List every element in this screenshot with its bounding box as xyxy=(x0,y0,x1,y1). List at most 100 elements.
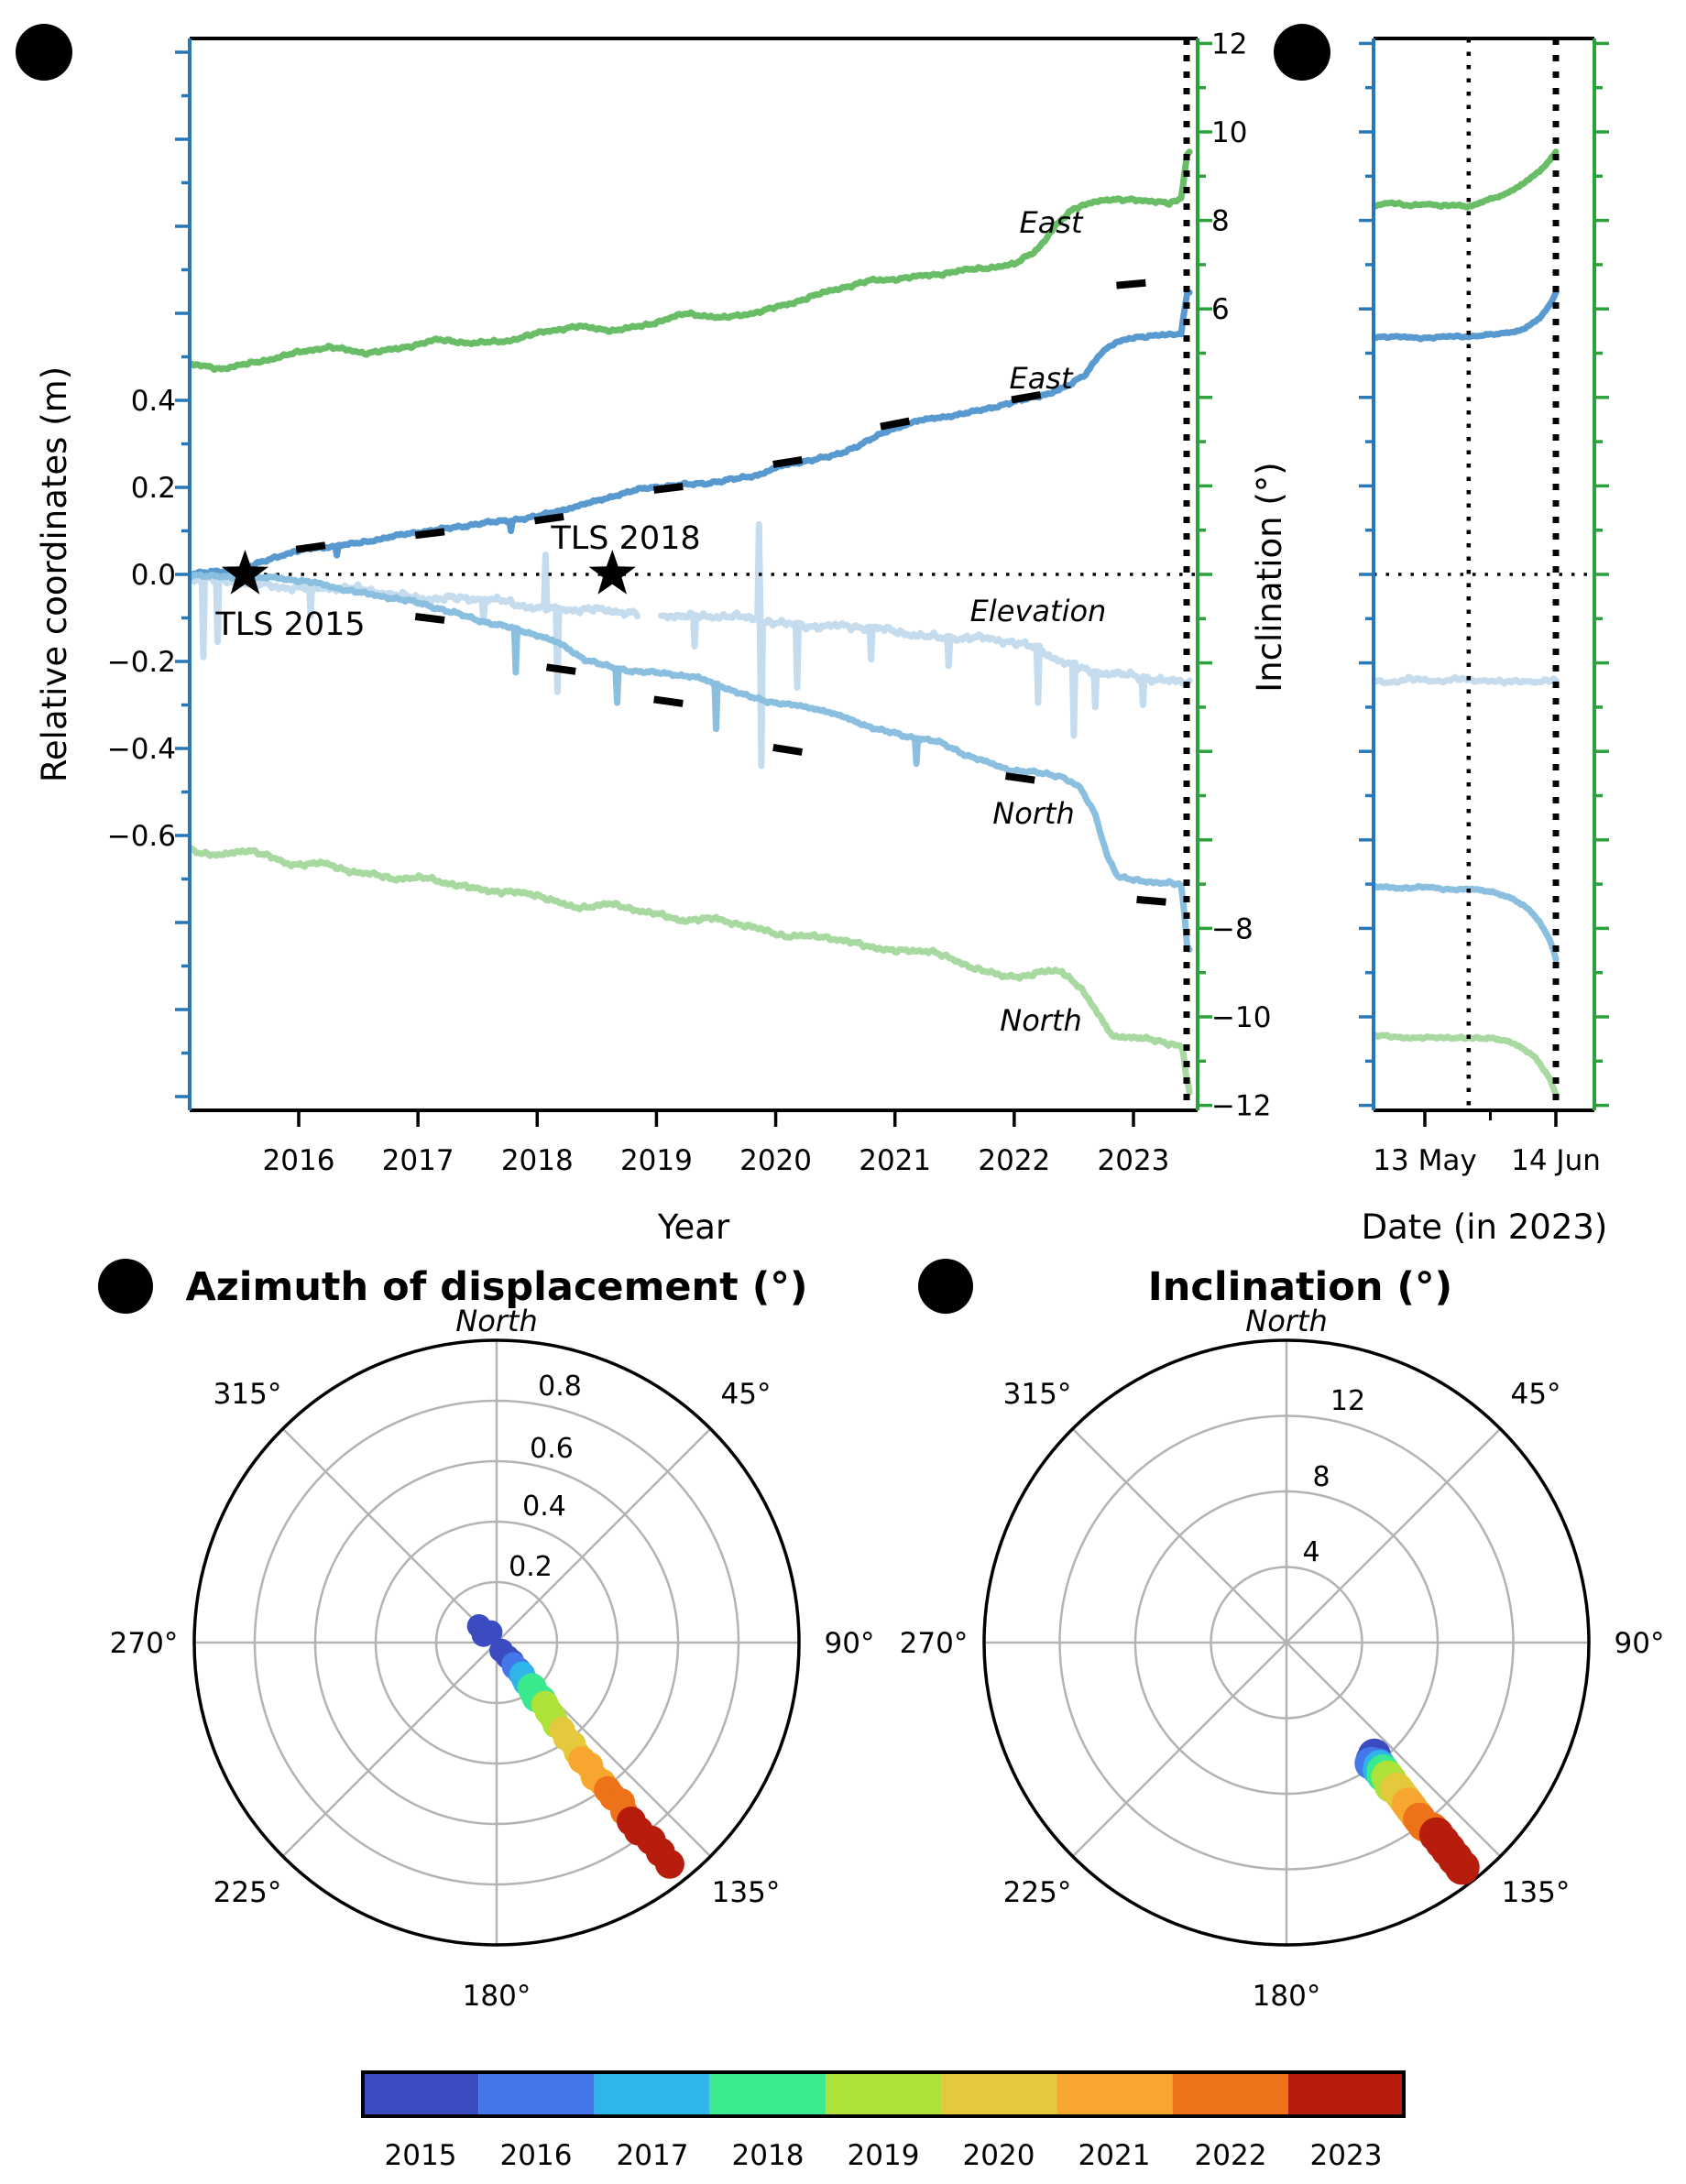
colorbar-cell-2021 xyxy=(1056,2072,1173,2116)
panel-c-title: Azimuth of displacement (°) xyxy=(185,1264,807,1310)
x-tick-label: 2020 xyxy=(739,1144,812,1177)
polar-radius-label: 0.8 xyxy=(538,1370,582,1403)
panel-c-azimuth-polar: 45° 90° 135° 180° 225° 270° 315° 0.2 0.4 0.6 0.8 c… xyxy=(98,1259,874,2013)
colorbar-cell-2023 xyxy=(1287,2072,1404,2116)
tls-trend-dash xyxy=(545,663,576,675)
label-east-inclination: East xyxy=(1019,205,1084,240)
polar-data-point-2015 xyxy=(478,1620,503,1644)
polar-angle-label: 315° xyxy=(1003,1378,1072,1411)
colorbar-cell-2018 xyxy=(709,2072,826,2116)
colorbar-year-label: 2017 xyxy=(617,2139,689,2172)
series-north xyxy=(190,571,1193,953)
panel-c-badge: c xyxy=(115,1267,137,1309)
series-east-inclination xyxy=(190,148,1193,373)
polar-ring xyxy=(253,1399,740,1886)
polar-radius-label: 0.4 xyxy=(522,1491,566,1523)
x-tick-label: 2017 xyxy=(382,1144,454,1177)
tls-star-marker xyxy=(221,550,269,595)
series-b-elevation xyxy=(1374,673,1560,687)
polar-angle-label: 270° xyxy=(110,1627,179,1660)
y-right-tick-label: 6 xyxy=(1211,293,1230,326)
tls-trend-dash xyxy=(1011,390,1042,404)
x-tick-label: 2019 xyxy=(620,1144,693,1177)
tls-star-marker xyxy=(588,550,636,595)
x-tick-label: 2018 xyxy=(501,1144,574,1177)
panel-d-title: Inclination (°) xyxy=(1148,1264,1452,1310)
y-right-tick-label: 10 xyxy=(1211,116,1247,149)
polar-radius-label: 4 xyxy=(1302,1536,1319,1568)
y-left-tick-label: 0.0 xyxy=(131,559,176,592)
colorbar-cell-2019 xyxy=(825,2072,942,2116)
y-left-tick-label: −0.2 xyxy=(107,646,176,679)
colorbar-cell-2015 xyxy=(363,2072,479,2116)
x-tick-label: 2022 xyxy=(978,1144,1050,1177)
tls-trend-dash xyxy=(653,483,684,494)
tls-trend-dash xyxy=(295,541,326,553)
tls-trend-dash xyxy=(880,417,911,431)
label-north: North xyxy=(992,796,1075,831)
label-east: East xyxy=(1009,361,1074,396)
polar-radius-label: 0.2 xyxy=(509,1551,553,1583)
panel-d-north-label: North xyxy=(1245,1304,1328,1338)
panel-d-inclination-polar: 45° 90° 135° 180° 225° 270° 315° 4 8 12 d Inclina… xyxy=(900,1259,1664,2013)
series-b-north-inclination xyxy=(1374,1031,1560,1097)
polar-angle-label: 45° xyxy=(721,1378,772,1411)
tls-trend-dash xyxy=(414,528,445,540)
panel-d-badge: d xyxy=(933,1267,959,1309)
panel-c-badge-circle xyxy=(98,1259,153,1314)
label-elevation: Elevation xyxy=(970,594,1107,628)
x-tick-label: 2023 xyxy=(1098,1144,1170,1177)
b-x-tick-label: 14 Jun xyxy=(1511,1144,1601,1177)
panel-d-badge-circle xyxy=(918,1259,973,1314)
series-b-east-inclination xyxy=(1374,148,1560,211)
polar-spoke xyxy=(281,1642,498,1858)
tls-trend-dash xyxy=(772,455,804,468)
y-right-tick-label: 8 xyxy=(1211,205,1230,238)
polar-radius-label: 0.6 xyxy=(530,1433,574,1465)
y-left-tick-label: −0.4 xyxy=(107,733,176,766)
panel-a-ylabel-right: Inclination (°) xyxy=(1250,462,1289,692)
b-x-tick-label: 13 May xyxy=(1373,1144,1476,1177)
polar-ring xyxy=(374,1520,619,1765)
series-b-east xyxy=(1374,289,1560,343)
y-right-tick-label: −10 xyxy=(1211,1001,1271,1034)
label-tls-2015: TLS 2015 xyxy=(214,606,365,643)
tls-trend-dash xyxy=(772,743,804,756)
colorbar-cell-2017 xyxy=(594,2072,710,2116)
colorbar-border xyxy=(361,2070,1406,2118)
polar-ring xyxy=(1210,1566,1363,1720)
y-left-tick-label: −0.6 xyxy=(107,820,176,853)
polar-ring xyxy=(1133,1490,1440,1796)
colorbar-year-label: 2018 xyxy=(732,2139,805,2172)
panel-b-zoom-timeseries: 13 May 14 Jun b Date (in 2023) xyxy=(1274,24,1609,1247)
y-left-tick-label: 0.2 xyxy=(131,472,176,505)
polar-angle-label: 225° xyxy=(1003,1876,1072,1909)
polar-data-point-2023 xyxy=(1444,1850,1480,1885)
polar-angle-label: 180° xyxy=(463,1980,531,2013)
panel-a-timeseries: 0.4 0.2 0.0 −0.2 −0.4 −0.6 12 10 8 6 −8 −10 −12 2016 2… xyxy=(16,24,1289,1247)
label-north-inclination: North xyxy=(1000,1003,1082,1038)
polar-angle-label: 45° xyxy=(1511,1378,1561,1411)
polar-outer-circle xyxy=(192,1338,801,1947)
polar-angle-label: 270° xyxy=(900,1627,969,1660)
polar-outer-circle xyxy=(982,1338,1591,1947)
polar-angle-label: 315° xyxy=(213,1378,282,1411)
polar-angle-label: 135° xyxy=(712,1876,781,1909)
y-right-tick-label: −8 xyxy=(1211,912,1254,945)
tls-trend-dash xyxy=(653,695,684,707)
polar-angle-label: 135° xyxy=(1502,1876,1571,1909)
tls-trend-dash xyxy=(1136,895,1166,906)
panel-c-north-label: North xyxy=(455,1304,538,1338)
polar-data-point-2023 xyxy=(654,1849,684,1879)
panel-a-ylabel-left: Relative coordinates (m) xyxy=(35,366,74,782)
panel-a-badge: a xyxy=(31,30,57,75)
polar-angle-label: 225° xyxy=(213,1876,282,1909)
year-colorbar: 2015 2016 2017 2018 2019 2020 2021 2022 2023 xyxy=(361,2070,1406,2172)
polar-spoke xyxy=(281,1427,498,1643)
colorbar-year-label: 2021 xyxy=(1078,2139,1151,2172)
tls-trend-dash xyxy=(533,513,564,525)
colorbar-year-label: 2022 xyxy=(1195,2139,1267,2172)
polar-radius-label: 12 xyxy=(1330,1385,1365,1417)
